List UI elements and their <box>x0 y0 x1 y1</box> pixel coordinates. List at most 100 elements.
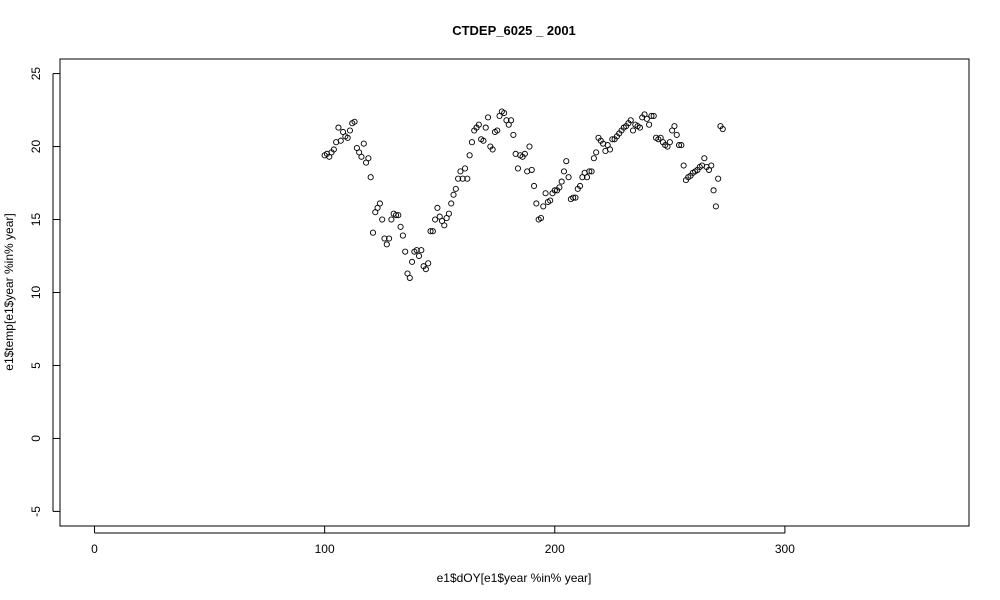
data-point <box>402 248 409 255</box>
data-point <box>583 174 591 181</box>
data-point <box>457 168 464 175</box>
data-point <box>459 175 466 182</box>
data-point <box>466 152 473 159</box>
plot-frame <box>59 58 970 527</box>
data-point <box>521 150 528 157</box>
data-point <box>514 165 522 172</box>
data-point <box>367 174 374 181</box>
data-point <box>537 215 545 222</box>
data-point <box>344 134 351 141</box>
data-point <box>680 162 687 169</box>
data-point <box>484 114 492 121</box>
data-point <box>388 216 395 223</box>
chart-title: CTDEP_6025 _ 2001 <box>452 23 576 38</box>
data-point <box>572 194 579 201</box>
x-tick-label: 300 <box>775 542 795 556</box>
y-tick-label: 25 <box>29 67 43 81</box>
data-point <box>678 142 685 149</box>
data-point <box>448 200 455 207</box>
data-point <box>337 137 344 144</box>
data-point <box>406 274 413 281</box>
data-point <box>450 191 457 198</box>
data-point <box>468 139 475 146</box>
data-point <box>455 175 462 182</box>
data-point <box>461 165 469 172</box>
data-point <box>409 258 416 265</box>
data-point <box>586 168 593 175</box>
data-point <box>441 222 448 229</box>
data-point <box>365 155 372 162</box>
data-point <box>547 197 554 204</box>
data-point <box>627 117 634 124</box>
data-point <box>351 118 358 125</box>
x-tick-label: 100 <box>315 542 335 556</box>
y-axis: -5 0 5 10 15 20 25 <box>29 67 60 517</box>
data-point <box>489 146 496 153</box>
data-point <box>415 252 423 260</box>
data-point <box>609 136 616 143</box>
data-point <box>510 131 517 138</box>
data-point <box>650 112 657 119</box>
data-point <box>715 175 722 182</box>
data-point <box>480 137 487 144</box>
data-point <box>475 121 482 128</box>
data-point <box>551 187 558 194</box>
data-point <box>358 153 365 160</box>
data-point <box>413 247 420 254</box>
data-point <box>629 127 637 134</box>
data-point <box>392 212 400 219</box>
data-point <box>560 168 568 175</box>
data-point <box>386 235 393 242</box>
y-tick-label: 15 <box>29 213 43 227</box>
data-point <box>673 131 680 138</box>
data-point <box>648 112 655 119</box>
data-point <box>376 200 383 207</box>
data-point <box>507 117 515 124</box>
data-point <box>494 127 501 134</box>
data-point <box>533 200 540 207</box>
data-point <box>330 146 337 153</box>
data-point <box>542 190 549 197</box>
data-point <box>531 182 538 190</box>
data-point <box>418 247 425 254</box>
data-point <box>445 210 452 217</box>
data-point <box>399 232 406 239</box>
data-point <box>422 266 429 273</box>
data-point <box>593 149 600 156</box>
data-point <box>369 229 377 236</box>
data-point <box>526 143 533 150</box>
x-axis-label: e1$dOY[e1$year %in% year] <box>437 571 592 585</box>
data-point <box>360 140 367 147</box>
data-point <box>434 204 441 211</box>
y-tick-label: 0 <box>29 435 43 442</box>
data-point <box>701 155 708 162</box>
y-axis-label: e1$temp[e1$year %in% year] <box>2 213 16 370</box>
data-point <box>432 216 439 223</box>
data-point <box>335 124 342 131</box>
data-point <box>563 158 570 165</box>
data-point <box>675 142 683 149</box>
y-tick-label: 10 <box>29 286 43 300</box>
data-point <box>501 109 508 117</box>
data-point <box>666 139 673 146</box>
data-point <box>464 175 471 182</box>
x-tick-label: 0 <box>91 542 98 556</box>
data-point <box>708 162 715 169</box>
data-point <box>671 123 678 130</box>
data-point <box>540 203 547 210</box>
data-point <box>646 121 653 128</box>
y-tick-label: 5 <box>29 362 43 369</box>
data-point <box>570 194 577 201</box>
data-point <box>346 127 354 134</box>
data-point <box>397 223 404 230</box>
data-point <box>643 115 650 122</box>
data-point <box>577 182 584 190</box>
data-point <box>710 187 717 194</box>
data-point <box>452 185 459 192</box>
data-point <box>379 216 386 223</box>
data-points <box>321 108 726 281</box>
data-point <box>427 228 434 235</box>
data-point <box>429 228 436 235</box>
data-point <box>719 126 726 133</box>
